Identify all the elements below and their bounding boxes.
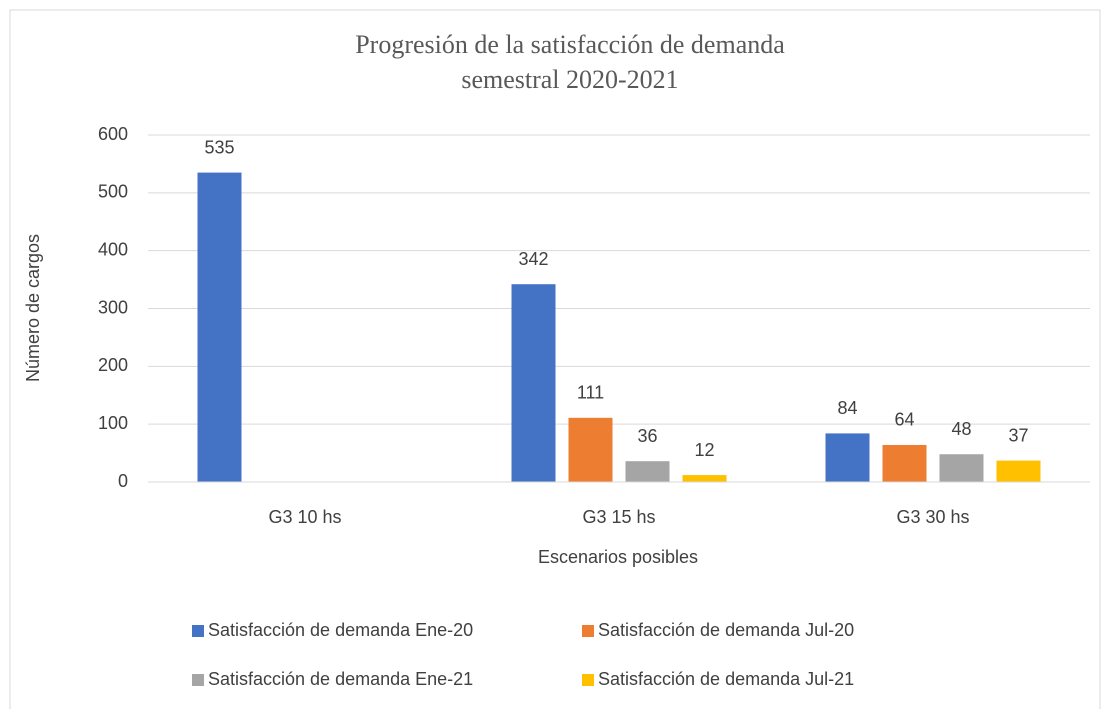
x-tick-label: G3 30 hs — [896, 507, 969, 527]
bar — [197, 172, 242, 482]
value-label: 12 — [694, 440, 714, 460]
value-label: 64 — [894, 410, 914, 430]
value-label: 48 — [951, 419, 971, 439]
value-label: 535 — [204, 137, 234, 157]
bar — [939, 454, 984, 482]
legend-swatch — [582, 674, 594, 686]
y-tick-label: 500 — [98, 182, 128, 202]
bar — [996, 460, 1041, 482]
x-axis-label: Escenarios posibles — [538, 547, 698, 567]
y-tick-label: 300 — [98, 297, 128, 317]
chart-title: semestral 2020-2021 — [461, 65, 678, 94]
legend-label: Satisfacción de demanda Jul-20 — [598, 620, 854, 640]
legend-label: Satisfacción de demanda Jul-21 — [598, 669, 854, 689]
y-axis-label: Número de cargos — [23, 234, 43, 382]
y-tick-label: 100 — [98, 413, 128, 433]
y-tick-label: 400 — [98, 239, 128, 259]
value-label: 37 — [1008, 425, 1028, 445]
value-label: 36 — [637, 426, 657, 446]
bar — [625, 461, 670, 482]
bar — [682, 475, 727, 482]
value-label: 111 — [577, 383, 604, 403]
y-tick-label: 600 — [98, 124, 128, 144]
chart-title: Progresión de la satisfacción de demanda — [355, 30, 785, 59]
value-label: 84 — [837, 398, 857, 418]
legend-swatch — [582, 625, 594, 637]
x-tick-label: G3 10 hs — [268, 507, 341, 527]
legend-swatch — [192, 625, 204, 637]
bar — [882, 444, 927, 482]
bar — [568, 417, 613, 482]
legend-label: Satisfacción de demanda Ene-20 — [208, 620, 473, 640]
bar — [825, 433, 870, 482]
legend-label: Satisfacción de demanda Ene-21 — [208, 669, 473, 689]
y-tick-label: 0 — [118, 471, 128, 491]
value-label: 342 — [518, 249, 548, 269]
legend-swatch — [192, 674, 204, 686]
y-tick-label: 200 — [98, 355, 128, 375]
bar — [511, 284, 556, 482]
chart-frame — [9, 9, 1101, 709]
x-tick-label: G3 15 hs — [582, 507, 655, 527]
